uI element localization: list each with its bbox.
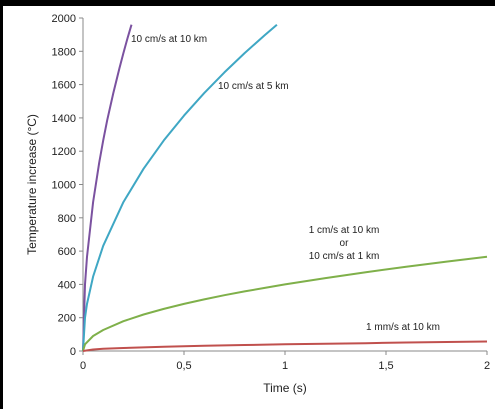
- left-border: [0, 0, 3, 409]
- annotation-label: 10 cm/s at 1 km: [309, 251, 380, 262]
- top-border: [0, 0, 495, 6]
- y-tick-label: 2000: [52, 13, 76, 25]
- y-tick-label: 800: [58, 213, 76, 225]
- y-tick-label: 600: [58, 246, 76, 258]
- series-line-2: [82, 23, 278, 352]
- series-line-1: [82, 24, 133, 352]
- annotation-label: 10 cm/s at 10 km: [131, 34, 207, 45]
- y-tick-label: 1600: [52, 80, 76, 92]
- series-line-3: [82, 255, 488, 352]
- y-axis-title: Temperature increase (°C): [25, 114, 39, 255]
- series-layer: [82, 23, 488, 352]
- annotation-label: 1 mm/s at 10 km: [366, 322, 440, 333]
- y-tick-label: 200: [58, 313, 76, 325]
- y-tick-label: 1200: [52, 146, 76, 158]
- annotation-label: or: [340, 238, 350, 249]
- annotation-label: 1 cm/s at 10 km: [309, 225, 380, 236]
- y-tick-label: 0: [70, 346, 76, 358]
- y-tick-label: 1400: [52, 113, 76, 125]
- y-tick-label: 1800: [52, 46, 76, 58]
- y-tick-label: 400: [58, 279, 76, 291]
- x-tick-label: 1,5: [378, 360, 393, 372]
- series-line-4: [82, 340, 488, 352]
- annotation-layer: 10 cm/s at 10 km 10 cm/s at 5 km 1 cm/s at…: [131, 34, 440, 333]
- x-tick-label: 1: [282, 360, 288, 372]
- annotation-label: 10 cm/s at 5 km: [218, 81, 289, 92]
- x-axis-title: Time (s): [263, 381, 307, 395]
- axes: 0 200 400 600 800 1000 1200 1400 1600 1800 2000 0 0,…: [52, 13, 491, 372]
- x-tick-label: 0,5: [176, 360, 191, 372]
- y-tick-label: 1000: [52, 180, 76, 192]
- x-tick-label: 2: [484, 360, 490, 372]
- x-tick-label: 0: [80, 360, 86, 372]
